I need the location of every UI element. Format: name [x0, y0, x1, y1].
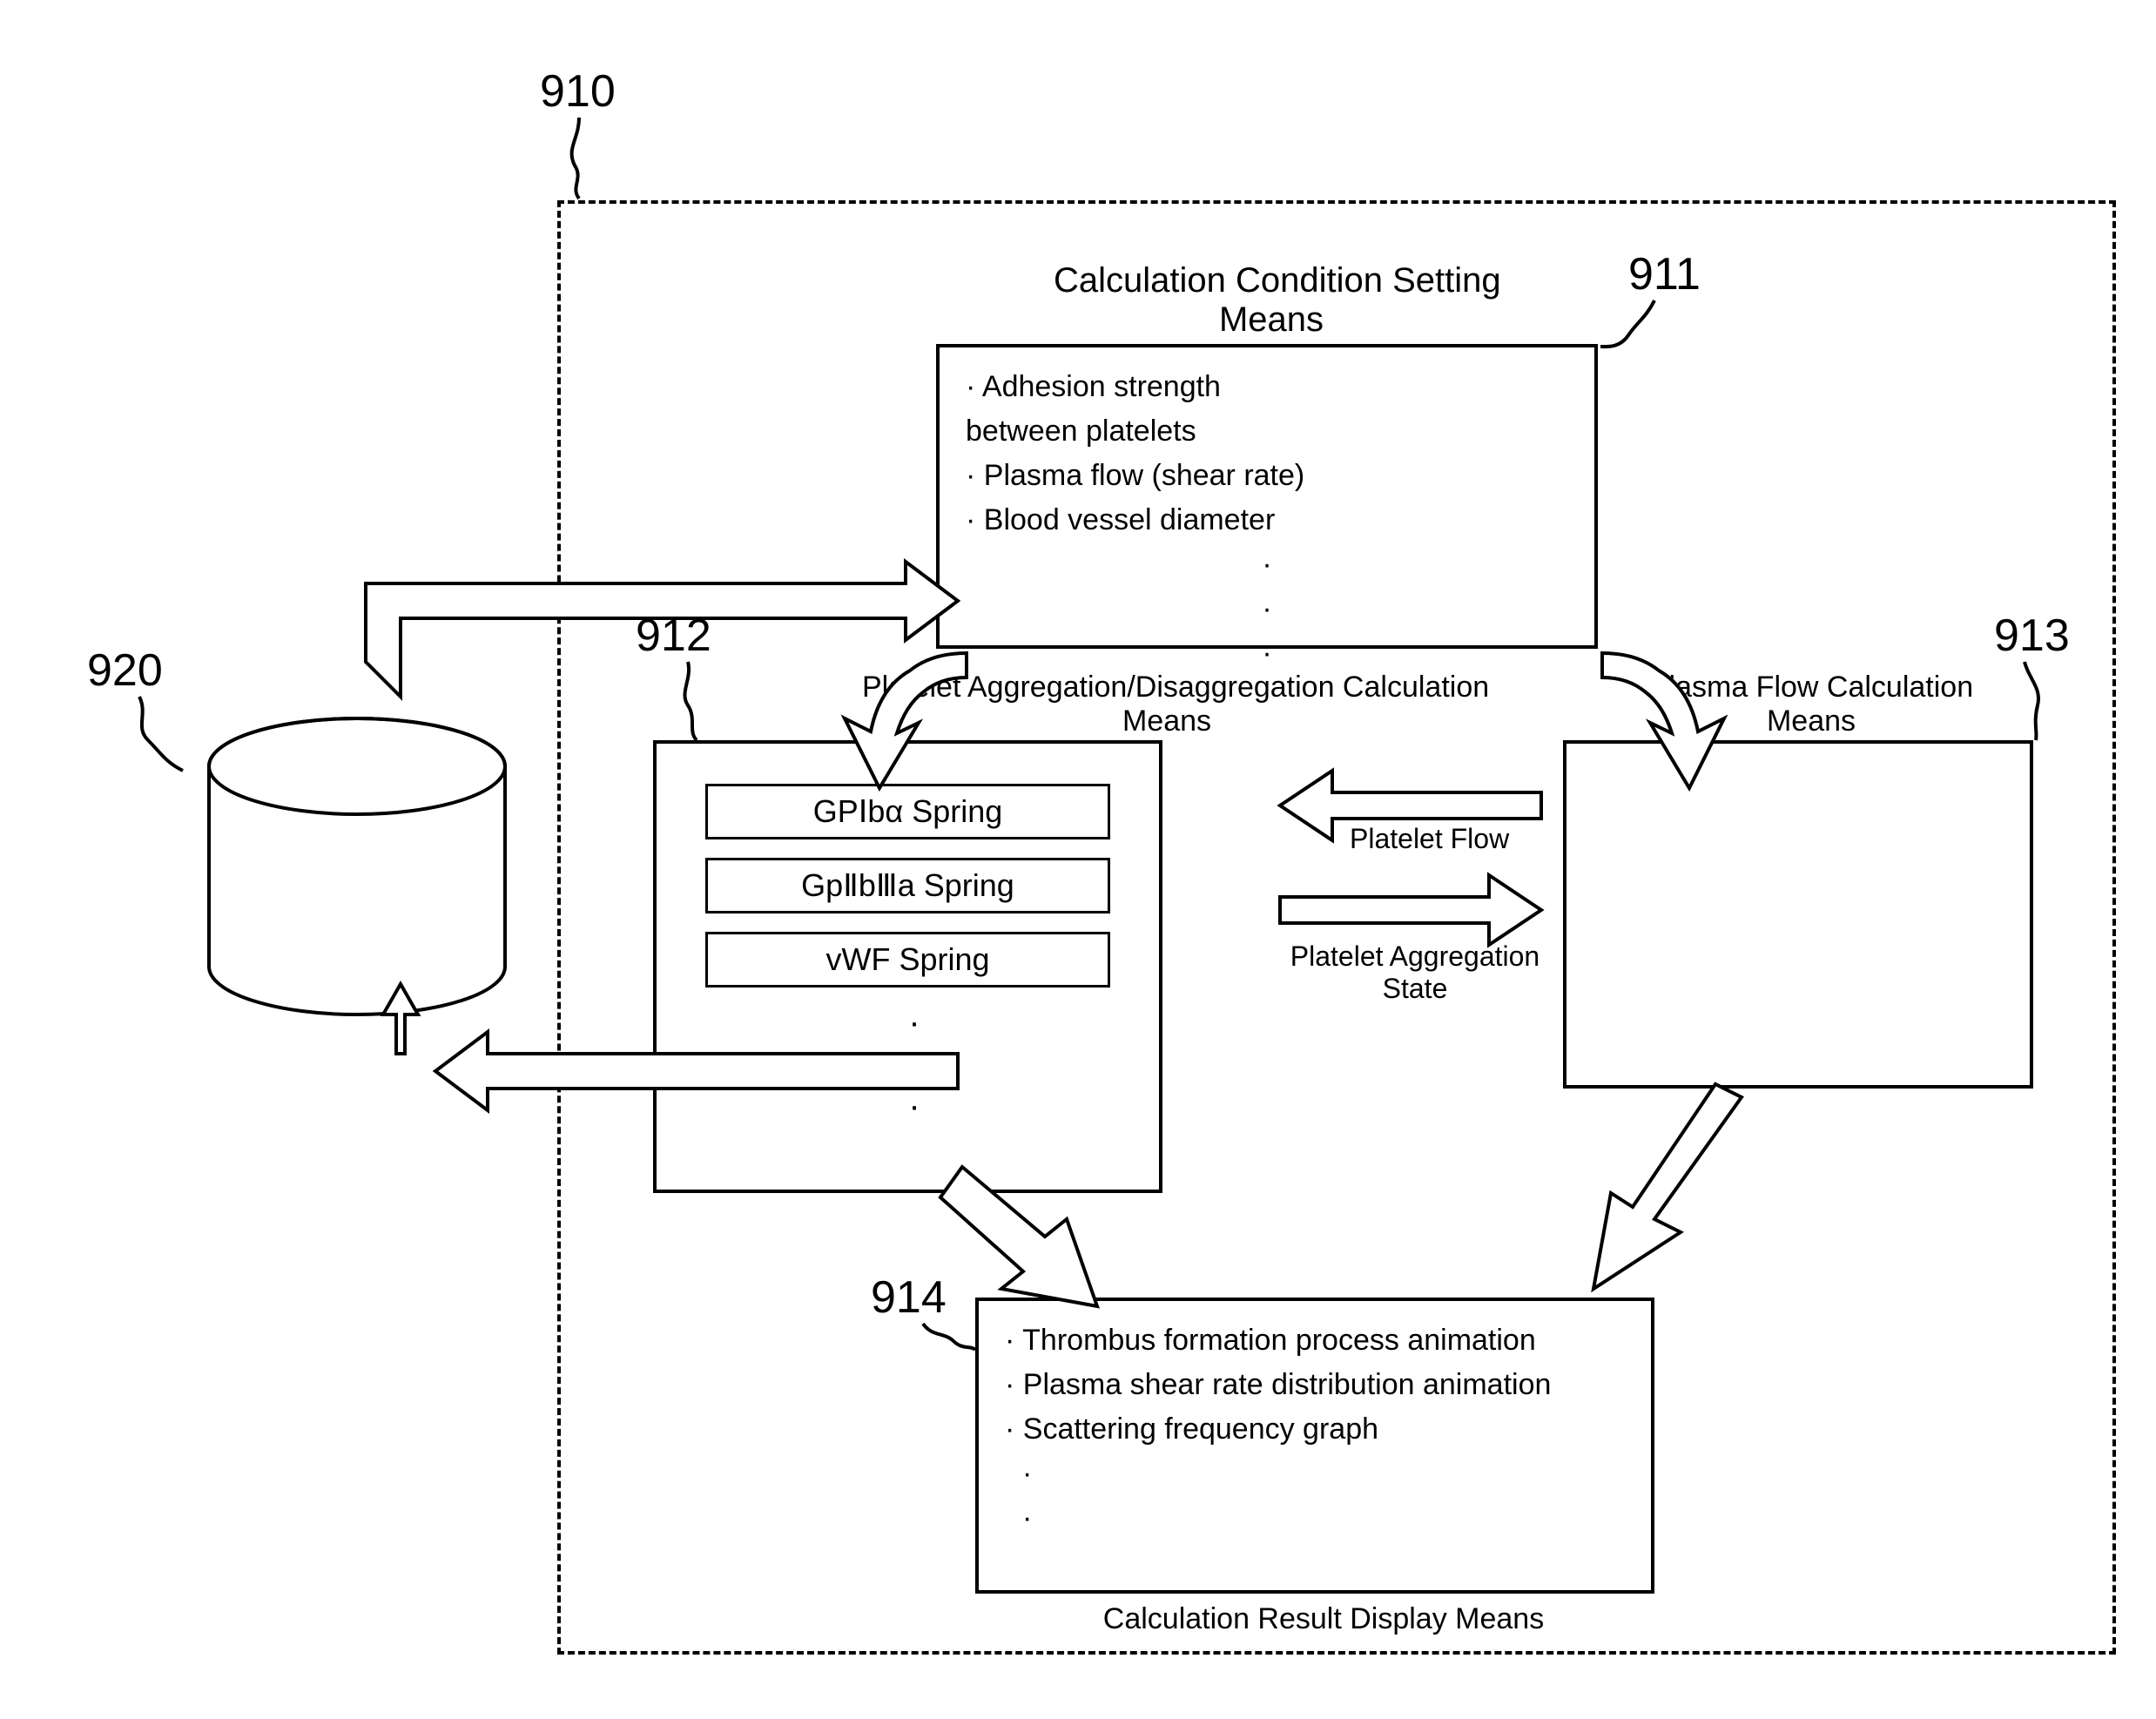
box-911-item1: · Adhesion strength: [966, 365, 1568, 409]
box-912-title-l2: Means: [1122, 704, 1211, 738]
box-913-title-l1: Plasma Flow Calculation: [1649, 671, 1973, 704]
box-914-item1: · Thrombus formation process animation: [1005, 1318, 1625, 1363]
box-911-content: · Adhesion strength between platelets · …: [940, 347, 1594, 693]
box-911-title-l1: Calculation Condition Setting: [1054, 261, 1501, 300]
box-911-title-l2: Means: [1219, 300, 1324, 339]
box-913-title-l2: Means: [1767, 704, 1856, 738]
spring-gp1ba: GPⅠbα Spring: [705, 784, 1110, 839]
box-912-title: Platelet Aggregation/Disaggregation Calc…: [862, 671, 1472, 738]
box-914-item2: · Plasma shear rate distribution animati…: [1005, 1363, 1625, 1407]
box-914-content: · Thrombus formation process animation ·…: [979, 1301, 1651, 1558]
box-913-title: Plasma Flow Calculation Means: [1628, 671, 1994, 738]
box-914-title: Calculation Result Display Means: [1080, 1602, 1567, 1636]
box-912-vdots: ···: [888, 1001, 940, 1127]
database-cylinder: [209, 718, 505, 1015]
box-911-item3: · Blood vessel diameter: [966, 498, 1568, 543]
box-913: [1563, 740, 2033, 1089]
label-platelet-flow: Platelet Flow: [1350, 823, 1509, 855]
box-914-item3: · Scattering frequency graph: [1005, 1407, 1625, 1452]
label-platelet-agg: Platelet Aggregation State: [1289, 940, 1541, 1005]
box-912-title-l1: Platelet Aggregation/Disaggregation Calc…: [862, 671, 1489, 704]
box-914: · Thrombus formation process animation ·…: [975, 1298, 1654, 1594]
diagram-canvas: 910 911 912 913 914 920 Calculation Cond…: [0, 0, 2156, 1719]
database-label: Database: [287, 827, 429, 865]
ref-910: 910: [540, 65, 616, 118]
spring-vwf: vWF Spring: [705, 932, 1110, 988]
box-911-title: Calculation Condition Setting Means: [1054, 261, 1489, 340]
box-911: · Adhesion strength between platelets · …: [936, 344, 1598, 649]
ref-920: 920: [87, 644, 163, 697]
box-911-item1b: between platelets: [966, 409, 1568, 454]
box-911-item2: · Plasma flow (shear rate): [966, 454, 1568, 498]
spring-gp2b3a: GpⅡbⅢa Spring: [705, 858, 1110, 913]
label-platelet-agg-l2: State: [1383, 973, 1448, 1004]
label-platelet-agg-l1: Platelet Aggregation: [1290, 940, 1540, 972]
